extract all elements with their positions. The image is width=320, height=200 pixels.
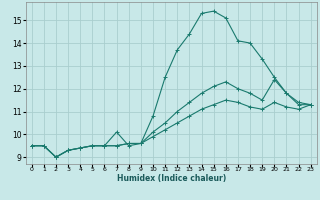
X-axis label: Humidex (Indice chaleur): Humidex (Indice chaleur) — [116, 174, 226, 183]
